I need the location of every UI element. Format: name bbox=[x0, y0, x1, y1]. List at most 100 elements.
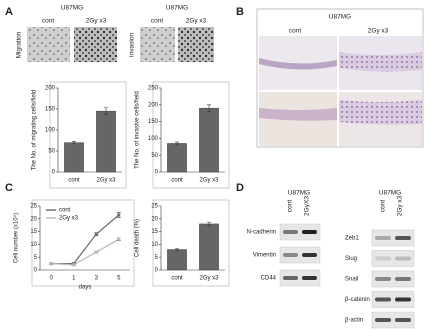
blot-band bbox=[375, 318, 391, 322]
protein-label: Snail bbox=[345, 277, 358, 283]
y-axis-title: The No. of migrating cells/field bbox=[32, 90, 38, 171]
marker bbox=[117, 237, 121, 241]
protein-label: Zeb1 bbox=[345, 236, 359, 242]
panel-letter: A bbox=[5, 6, 13, 18]
marker bbox=[117, 213, 121, 217]
bar bbox=[199, 107, 219, 173]
x-tick-label: cont bbox=[171, 276, 183, 282]
x-tick-label: 1 bbox=[72, 276, 76, 282]
blot-strip bbox=[371, 229, 415, 247]
blot-band bbox=[395, 318, 411, 322]
y-tick-label: 0 bbox=[52, 170, 56, 176]
y-tick-label: 20 bbox=[30, 216, 37, 222]
histology-images bbox=[259, 36, 422, 146]
error-bar bbox=[175, 141, 179, 146]
x-tick-label: 2Gy x3 bbox=[199, 276, 219, 282]
error-bar bbox=[104, 107, 108, 115]
blot-band bbox=[395, 297, 411, 302]
micrograph bbox=[140, 27, 175, 62]
error-bar bbox=[207, 104, 211, 112]
bar bbox=[64, 142, 84, 173]
blot-band bbox=[395, 236, 411, 240]
series-line bbox=[51, 238, 120, 266]
error-bar bbox=[175, 248, 179, 251]
y-tick-label: 200 bbox=[45, 86, 56, 92]
panel-frame bbox=[256, 8, 424, 148]
blot-band bbox=[395, 256, 411, 261]
y-axis-title: Cell death (%) bbox=[135, 219, 141, 257]
panel-letter: D bbox=[236, 182, 244, 194]
protein-label: N-cadherin bbox=[247, 230, 276, 236]
cell-line: U87MG bbox=[61, 5, 83, 12]
marker bbox=[94, 250, 98, 254]
condition: 2Gy x3 bbox=[397, 195, 404, 216]
condition: cont bbox=[380, 200, 387, 212]
protein-label: Vimentin bbox=[253, 253, 276, 259]
x-tick-label: 2Gy x3 bbox=[96, 178, 116, 184]
plot-frame bbox=[49, 81, 127, 189]
blot-band bbox=[283, 230, 298, 234]
marker bbox=[72, 263, 76, 267]
panel-letter: B bbox=[236, 6, 244, 18]
blot-band bbox=[375, 297, 391, 302]
blot-band bbox=[283, 253, 298, 257]
y-tick-label: 0 bbox=[34, 268, 38, 274]
y-tick-label: 0 bbox=[155, 268, 159, 274]
y-tick-label: 25 bbox=[30, 204, 37, 210]
error-bar bbox=[72, 141, 76, 145]
y-tick-label: 150 bbox=[45, 107, 56, 113]
error-bar bbox=[207, 221, 211, 227]
condition: cont bbox=[42, 18, 54, 25]
bar bbox=[96, 110, 116, 173]
micrograph bbox=[74, 27, 117, 62]
bar bbox=[167, 249, 187, 271]
blot-strip bbox=[279, 269, 321, 287]
legend-label: cont bbox=[59, 208, 71, 214]
x-tick-label: 3 bbox=[95, 276, 99, 282]
blot-band bbox=[375, 256, 391, 261]
blot-band bbox=[375, 277, 391, 281]
y-tick-label: 0 bbox=[155, 170, 159, 176]
blot-band bbox=[302, 253, 317, 257]
x-tick-label: 2Gy x3 bbox=[199, 178, 219, 184]
x-axis-title: days bbox=[79, 285, 92, 291]
protein-label: β-actin bbox=[345, 318, 363, 324]
y-axis-title: Cell number (x10⁴) bbox=[13, 213, 20, 263]
cell-line: U87MG bbox=[166, 5, 188, 12]
y-tick-label: 250 bbox=[148, 86, 159, 92]
y-tick-label: 10 bbox=[151, 242, 158, 248]
cell-line: U87MG bbox=[288, 190, 310, 197]
blot-strip bbox=[371, 311, 415, 329]
marker bbox=[49, 262, 53, 266]
blot-strip bbox=[279, 223, 321, 241]
y-tick-label: 50 bbox=[48, 149, 55, 155]
protein-label: Slug bbox=[345, 256, 357, 262]
y-tick-label: 15 bbox=[30, 229, 37, 235]
protein-label: CD44 bbox=[261, 276, 277, 282]
y-tick-label: 25 bbox=[151, 204, 158, 210]
condition: cont bbox=[151, 18, 163, 25]
condition: 2Gy x3 bbox=[186, 18, 207, 25]
blot-band bbox=[395, 277, 411, 281]
x-tick-label: cont bbox=[171, 178, 183, 184]
y-tick-label: 5 bbox=[34, 255, 38, 261]
micrograph bbox=[27, 27, 70, 62]
blot-strip bbox=[371, 250, 415, 267]
cell-line: U87MG bbox=[329, 14, 351, 21]
plot-frame bbox=[31, 199, 135, 287]
y-tick-label: 50 bbox=[151, 153, 158, 159]
y-tick-label: 150 bbox=[148, 119, 159, 125]
assay-label: Invasion bbox=[129, 33, 136, 58]
blot-band bbox=[302, 230, 317, 234]
x-tick-label: cont bbox=[68, 178, 80, 184]
protein-label: β-catenin bbox=[345, 297, 370, 303]
plot-frame bbox=[152, 199, 230, 287]
cell-line: U87MG bbox=[379, 190, 401, 197]
y-tick-label: 20 bbox=[151, 216, 158, 222]
blot-strip bbox=[279, 246, 321, 264]
condition: 2Gy x3 bbox=[86, 18, 107, 25]
condition: cont bbox=[289, 28, 301, 35]
y-tick-label: 15 bbox=[151, 229, 158, 235]
blot-strip bbox=[371, 291, 415, 308]
